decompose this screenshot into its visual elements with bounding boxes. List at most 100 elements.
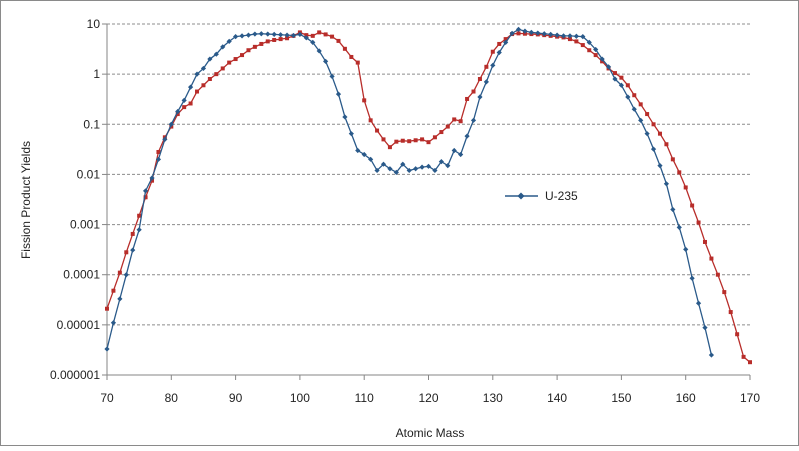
data-point	[560, 33, 567, 39]
data-point	[355, 60, 360, 65]
data-point	[451, 147, 457, 154]
data-point	[342, 46, 347, 51]
data-point	[143, 195, 148, 200]
data-point	[554, 32, 560, 38]
data-point	[618, 82, 624, 88]
data-point	[310, 33, 315, 38]
data-point	[259, 41, 264, 46]
data-point	[304, 33, 309, 38]
data-point	[156, 150, 161, 155]
data-point	[130, 231, 135, 236]
data-point	[484, 64, 489, 69]
data-point	[329, 73, 335, 80]
data-point	[663, 181, 670, 187]
y-tick-label: 0.01	[77, 167, 101, 181]
x-tick-label: 110	[355, 391, 374, 405]
data-point	[381, 137, 386, 142]
data-point	[483, 79, 489, 85]
series-layer	[104, 26, 752, 365]
data-point	[303, 35, 309, 41]
data-point	[587, 48, 592, 53]
data-point	[407, 139, 412, 144]
data-point	[670, 157, 675, 162]
data-point	[252, 31, 258, 37]
data-point	[464, 133, 470, 139]
data-point	[375, 128, 380, 133]
data-point	[426, 140, 431, 145]
data-point	[111, 288, 116, 293]
data-point	[187, 84, 194, 90]
x-tick-label: 100	[290, 391, 310, 405]
data-point	[104, 346, 110, 352]
x-tick-labels: 70 80 90 100 110 120 130 140 150 160 170	[100, 375, 760, 405]
data-point	[394, 139, 399, 144]
x-tick-label: 150	[611, 391, 631, 405]
data-point	[150, 178, 155, 183]
data-point	[317, 30, 322, 35]
data-point	[278, 37, 283, 42]
data-point	[689, 275, 695, 281]
data-point	[361, 151, 367, 158]
data-point	[278, 32, 284, 38]
data-point	[105, 306, 109, 311]
data-point	[722, 290, 727, 295]
data-point	[522, 28, 528, 34]
data-point	[188, 101, 193, 106]
data-point	[657, 131, 662, 136]
data-point	[297, 31, 303, 38]
data-point	[330, 34, 335, 39]
data-point	[155, 156, 162, 162]
data-point	[741, 354, 746, 359]
data-point	[323, 32, 328, 37]
y-tick-label: 0.1	[83, 117, 100, 131]
data-point	[239, 33, 245, 39]
data-point	[528, 29, 534, 35]
data-point	[644, 131, 650, 137]
data-point	[619, 75, 624, 80]
data-point	[748, 360, 752, 365]
data-point	[368, 118, 373, 123]
data-point	[336, 38, 341, 43]
data-point	[316, 48, 322, 54]
data-point	[271, 31, 277, 38]
data-point	[664, 142, 669, 147]
data-point	[123, 272, 129, 278]
x-tick-label: 130	[483, 391, 503, 405]
data-point	[413, 166, 419, 172]
data-point	[503, 37, 508, 42]
data-point	[387, 145, 392, 150]
data-point	[509, 30, 515, 36]
data-point	[535, 30, 541, 36]
y-tick-labels: 0.000001 0.00001 0.0001 0.001 0.01 0.1 1 10	[50, 17, 107, 382]
data-point	[342, 114, 348, 120]
data-point	[465, 96, 470, 101]
data-point	[258, 31, 264, 37]
y-tick-label: 1	[93, 67, 100, 81]
data-point	[631, 106, 637, 112]
data-point	[458, 151, 464, 158]
x-tick-label: 120	[418, 391, 438, 405]
data-point	[374, 167, 380, 174]
data-point	[142, 188, 149, 194]
data-point	[213, 51, 219, 57]
data-point	[272, 37, 277, 42]
data-point	[702, 325, 708, 331]
data-point	[226, 38, 232, 44]
data-point	[207, 56, 213, 62]
data-point	[439, 130, 444, 135]
data-point	[168, 121, 174, 127]
data-point	[651, 122, 656, 127]
data-point	[214, 72, 219, 77]
data-point	[702, 239, 707, 244]
data-point	[497, 41, 502, 46]
data-point	[310, 39, 316, 45]
data-point	[265, 39, 270, 44]
data-point	[632, 93, 637, 98]
data-point	[393, 169, 399, 175]
x-tick-label: 90	[229, 391, 243, 405]
data-point	[227, 60, 232, 65]
data-point	[503, 39, 509, 45]
data-point	[612, 76, 618, 82]
